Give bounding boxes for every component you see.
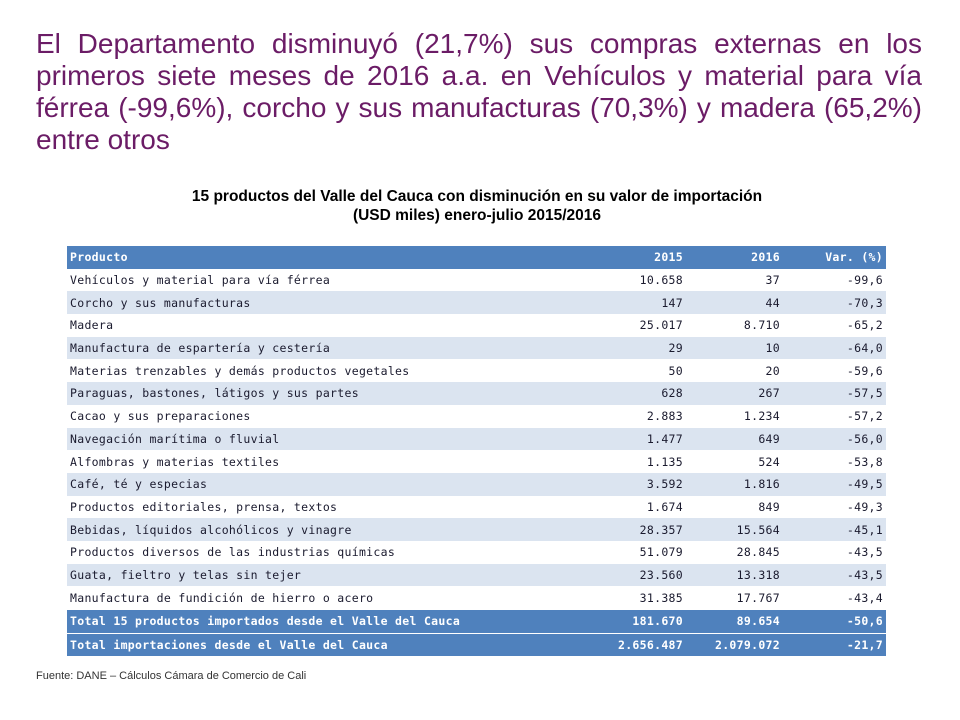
product-name: Cacao y sus preparaciones [67,404,582,428]
table-row: Café, té y especias 3.592 1.816 -49,5 [67,472,886,496]
total-2015: 181.670 [582,609,686,634]
variation: -59,6 [783,359,886,383]
product-name: Manufactura de espartería y cestería [67,336,582,360]
variation: -49,3 [783,495,886,519]
variation: -57,5 [783,382,886,405]
table-title-line-2: (USD miles) enero-julio 2015/2016 [352,207,602,224]
value-2015: 50 [582,359,686,383]
product-name: Manufactura de fundición de hierro o ace… [67,586,582,610]
product-name: Productos editoriales, prensa, textos [67,495,582,519]
product-name: Alfombras y materias textiles [67,450,582,473]
value-2015: 147 [582,291,686,315]
total-variation: -21,7 [783,632,886,657]
table-row: Corcho y sus manufacturas 147 44 -70,3 [67,291,886,315]
variation: -45,1 [783,518,886,541]
value-2016: 13.318 [686,563,783,587]
value-2016: 649 [686,427,783,451]
value-2015: 1.477 [582,427,686,451]
table-header: Producto 2015 2016 Var. (%) [67,246,886,269]
total-2016: 89.654 [686,609,783,634]
value-2015: 31.385 [582,586,686,610]
total-variation: -50,6 [783,609,886,634]
product-name: Navegación marítima o fluvial [67,427,582,451]
value-2015: 1.135 [582,450,686,473]
table-row: Navegación marítima o fluvial 1.477 649 … [67,427,886,451]
value-2016: 28.845 [686,540,783,564]
table-row: Materias trenzables y demás productos ve… [67,359,886,383]
variation: -64,0 [783,336,886,360]
value-2016: 1.816 [686,472,783,496]
source-note: Fuente: DANE – Cálculos Cámara de Comerc… [36,670,307,682]
table-row: Vehículos y material para vía férrea 10.… [67,268,886,292]
value-2015: 25.017 [582,314,686,337]
total-row-15-products: Total 15 productos importados desde el V… [67,609,886,634]
header-row: Producto 2015 2016 Var. (%) [67,246,886,269]
product-name: Café, té y especias [67,472,582,496]
table-title: 15 productos del Valle del Cauca con dis… [68,187,886,225]
value-2016: 44 [686,291,783,315]
total-2016: 2.079.072 [686,632,783,657]
value-2015: 10.658 [582,268,686,292]
value-2015: 1.674 [582,495,686,519]
table-row: Manufactura de espartería y cestería 29 … [67,336,886,360]
value-2016: 849 [686,495,783,519]
variation: -43,5 [783,563,886,587]
table-row: Productos diversos de las industrias quí… [67,540,886,564]
variation: -53,8 [783,450,886,473]
product-name: Materias trenzables y demás productos ve… [67,359,582,383]
total-label: Total 15 productos importados desde el V… [67,609,582,634]
header-2015: 2015 [582,246,686,269]
total-2015: 2.656.487 [582,632,686,657]
value-2016: 17.767 [686,586,783,610]
slide-headline: El Departamento disminuyó (21,7%) sus co… [36,28,922,155]
value-2016: 524 [686,450,783,473]
value-2016: 20 [686,359,783,383]
total-label: Total importaciones desde el Valle del C… [67,632,582,657]
value-2016: 267 [686,382,783,405]
variation: -57,2 [783,404,886,428]
variation: -70,3 [783,291,886,315]
value-2016: 37 [686,268,783,292]
value-2016: 15.564 [686,518,783,541]
table-row: Guata, fieltro y telas sin tejer 23.560 … [67,563,886,587]
product-name: Madera [67,314,582,337]
variation: -99,6 [783,268,886,292]
header-2016: 2016 [686,246,783,269]
table-row: Productos editoriales, prensa, textos 1.… [67,495,886,519]
table-title-line-1: 15 productos del Valle del Cauca con dis… [191,188,763,205]
total-row-all-imports: Total importaciones desde el Valle del C… [67,632,886,657]
product-name: Productos diversos de las industrias quí… [67,540,582,564]
value-2015: 3.592 [582,472,686,496]
product-name: Corcho y sus manufacturas [67,291,582,315]
value-2016: 10 [686,336,783,360]
value-2015: 23.560 [582,563,686,587]
table-row: Cacao y sus preparaciones 2.883 1.234 -5… [67,404,886,428]
value-2016: 1.234 [686,404,783,428]
value-2015: 2.883 [582,404,686,428]
value-2015: 29 [582,336,686,360]
product-name: Vehículos y material para vía férrea [67,268,582,292]
table-row: Alfombras y materias textiles 1.135 524 … [67,450,886,473]
value-2015: 28.357 [582,518,686,541]
product-name: Paraguas, bastones, látigos y sus partes [67,382,582,405]
value-2016: 8.710 [686,314,783,337]
header-producto: Producto [67,246,582,269]
variation: -56,0 [783,427,886,451]
imports-table: Producto 2015 2016 Var. (%) Vehículos y … [67,246,886,657]
variation: -43,5 [783,540,886,564]
table-row: Manufactura de fundición de hierro o ace… [67,586,886,610]
table-row: Bebidas, líquidos alcohólicos y vinagre … [67,518,886,541]
value-2015: 51.079 [582,540,686,564]
variation: -43,4 [783,586,886,610]
table-row: Paraguas, bastones, látigos y sus partes… [67,382,886,405]
product-name: Bebidas, líquidos alcohólicos y vinagre [67,518,582,541]
table-body: Vehículos y material para vía férrea 10.… [67,268,886,657]
value-2015: 628 [582,382,686,405]
variation: -65,2 [783,314,886,337]
variation: -49,5 [783,472,886,496]
product-name: Guata, fieltro y telas sin tejer [67,563,582,587]
header-variation: Var. (%) [783,246,886,269]
table-row: Madera 25.017 8.710 -65,2 [67,314,886,337]
